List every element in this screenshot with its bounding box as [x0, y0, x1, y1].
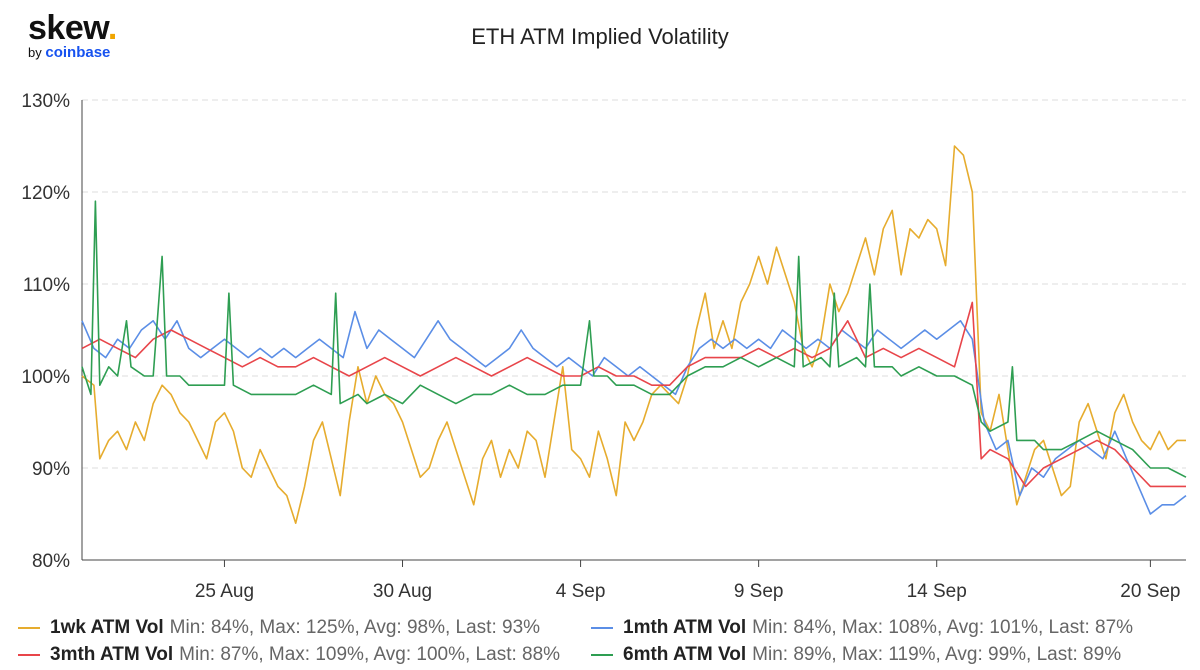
legend-name-6mth: 6mth ATM Vol — [623, 643, 747, 665]
legend-item-1mth[interactable]: 1mth ATM Vol Min: 84%, Max: 108%, Avg: 1… — [591, 617, 1133, 639]
chart-svg: 80% 90% 100% 110% 120% 130% 25 Aug 30 Aug 4 Sep 9… — [21, 91, 1187, 602]
x-tick-label: 9 Sep — [734, 581, 784, 602]
legend-item-6mth[interactable]: 6mth ATM Vol Min: 89%, Max: 119%, Avg: 9… — [591, 644, 1121, 666]
legend-row: 1wk ATM Vol Min: 84%, Max: 125%, Avg: 98… — [18, 614, 1198, 641]
legend-name-1wk: 1wk ATM Vol — [50, 616, 164, 638]
logo-by: by — [28, 45, 42, 60]
legend-name-1mth: 1mth ATM Vol — [623, 616, 747, 638]
legend-row: 3mth ATM Vol Min: 87%, Max: 109%, Avg: 1… — [18, 641, 1198, 668]
legend-swatch-1wk — [18, 626, 40, 629]
y-tick-label: 120% — [21, 183, 70, 204]
legend-swatch-6mth — [591, 653, 613, 656]
logo-wordmark: skew — [28, 9, 108, 47]
x-tick-label: 14 Sep — [907, 581, 967, 602]
series-line-6mth — [81, 200, 1187, 478]
legend-name-3mth: 3mth ATM Vol — [50, 643, 174, 665]
x-tick-label: 25 Aug — [195, 581, 254, 602]
legend-swatch-3mth — [18, 653, 40, 656]
x-tick-label: 30 Aug — [373, 581, 432, 602]
chart-title: ETH ATM Implied Volatility — [471, 24, 729, 49]
legend-stats-1mth: Min: 84%, Max: 108%, Avg: 101%, Last: 87… — [752, 616, 1134, 638]
logo-dot: . — [107, 9, 117, 47]
legend-item-3mth[interactable]: 3mth ATM Vol Min: 87%, Max: 109%, Avg: 1… — [18, 644, 591, 666]
legend-item-1wk[interactable]: 1wk ATM Vol Min: 84%, Max: 125%, Avg: 98… — [18, 617, 591, 639]
legend: 1wk ATM Vol Min: 84%, Max: 125%, Avg: 98… — [18, 614, 1198, 668]
legend-stats-6mth: Min: 89%, Max: 119%, Avg: 99%, Last: 89% — [752, 643, 1122, 665]
legend-stats-3mth: Min: 87%, Max: 109%, Avg: 100%, Last: 88… — [179, 643, 561, 665]
x-tick-label: 4 Sep — [556, 581, 606, 602]
series-line-1mth — [81, 310, 1187, 515]
y-tick-label: 80% — [32, 551, 70, 572]
y-tick-label: 110% — [23, 275, 70, 296]
y-tick-label: 90% — [32, 459, 70, 480]
logo-brand: coinbase — [45, 44, 111, 61]
legend-swatch-1mth — [591, 626, 613, 629]
y-tick-label: 130% — [21, 91, 70, 112]
series-line-1wk — [81, 145, 1186, 524]
x-tick-label: 20 Sep — [1120, 581, 1180, 602]
legend-stats-1wk: Min: 84%, Max: 125%, Avg: 98%, Last: 93% — [169, 616, 541, 638]
series-line-3mth — [81, 301, 1186, 488]
y-tick-label: 100% — [21, 367, 70, 388]
skew-logo: skew. by coinbase — [28, 10, 117, 60]
